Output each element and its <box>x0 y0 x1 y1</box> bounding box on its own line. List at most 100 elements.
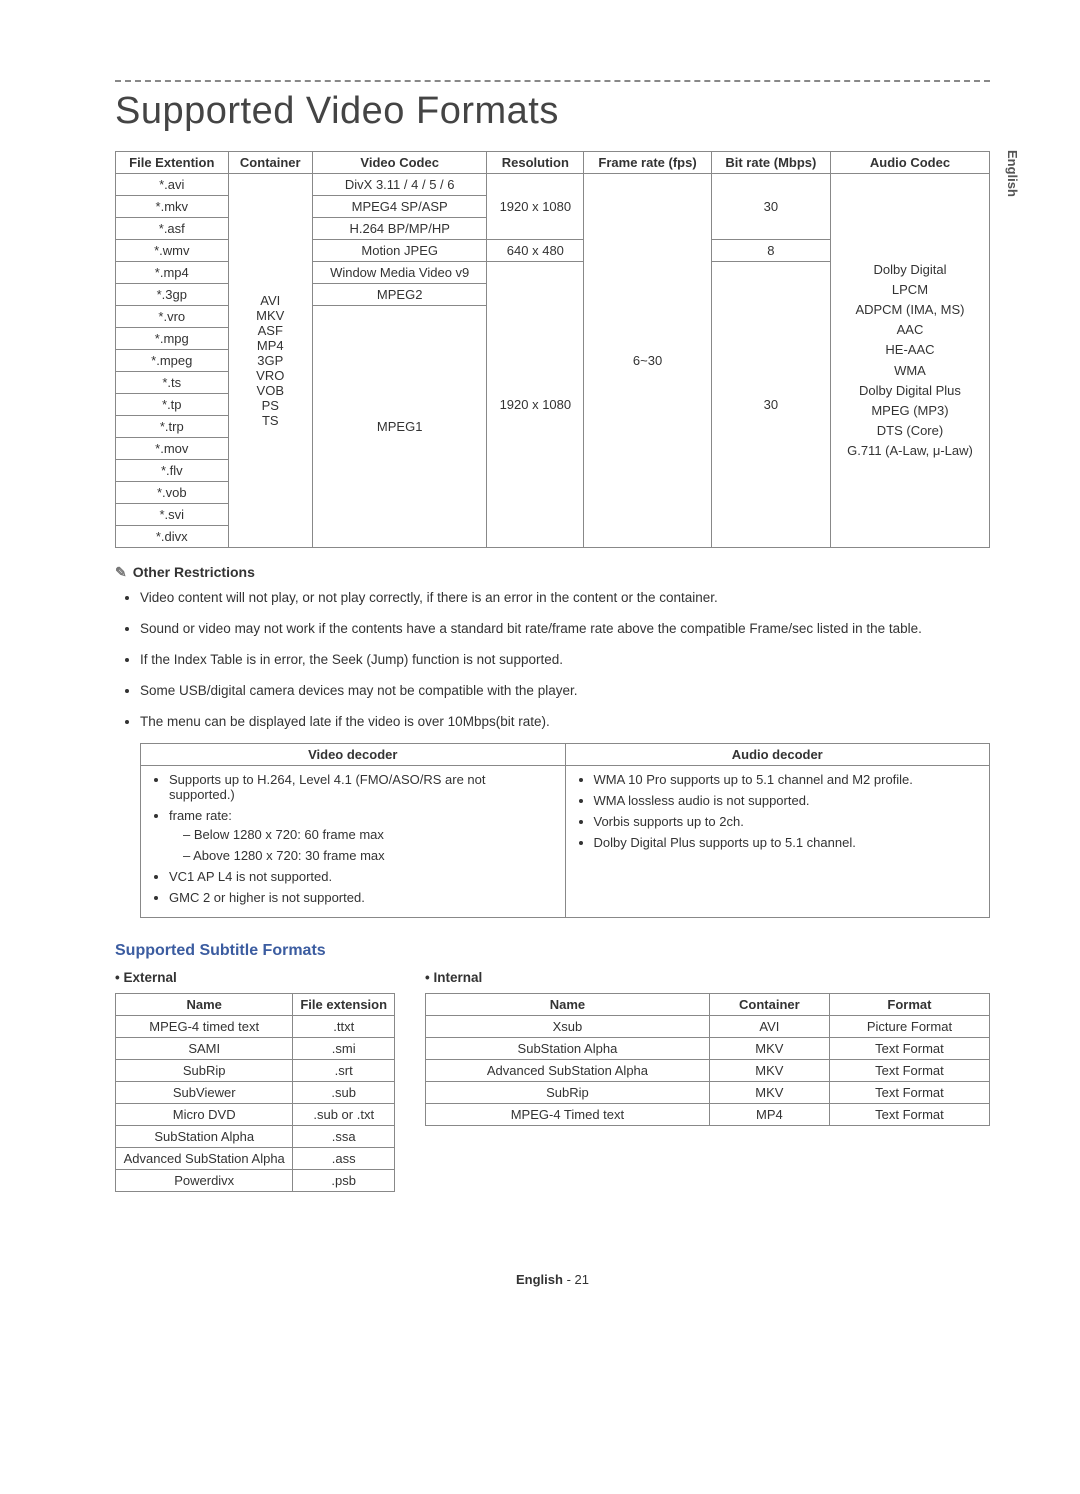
resolution-cell: 1920 x 1080 <box>487 174 584 240</box>
bitrate-cell: 30 <box>711 174 830 240</box>
table-row: SubRip.srt <box>116 1060 395 1082</box>
table-row: XsubAVIPicture Format <box>426 1016 990 1038</box>
external-table: Name File extension MPEG-4 timed text.tt… <box>115 993 395 1192</box>
cell: AVI <box>709 1016 829 1038</box>
page-number: English - 21 <box>115 1272 990 1287</box>
cell: SubRip <box>116 1060 293 1082</box>
fps-cell: 6~30 <box>584 174 711 548</box>
table-row: Powerdivx.psb <box>116 1170 395 1192</box>
list-item: Vorbis supports up to 2ch. <box>594 814 980 829</box>
cell: MP4 <box>709 1104 829 1126</box>
cell: SubViewer <box>116 1082 293 1104</box>
th-video-decoder: Video decoder <box>141 744 566 766</box>
audio-decoder-cell: WMA 10 Pro supports up to 5.1 channel an… <box>565 766 990 918</box>
subtitle-formats-heading: Supported Subtitle Formats <box>115 942 990 960</box>
ext-cell: *.wmv <box>116 240 229 262</box>
bitrate-cell: 8 <box>711 240 830 262</box>
list-item: Supports up to H.264, Level 4.1 (FMO/ASO… <box>169 772 555 802</box>
cell: MKV <box>709 1038 829 1060</box>
internal-table: Name Container Format XsubAVIPicture For… <box>425 993 990 1126</box>
table-header-row: File Extention Container Video Codec Res… <box>116 152 990 174</box>
cell: MKV <box>709 1060 829 1082</box>
restrictions-list: Video content will not play, or not play… <box>115 589 990 731</box>
table-row: SubStation Alpha.ssa <box>116 1126 395 1148</box>
cell: .ssa <box>293 1126 395 1148</box>
cell: .ass <box>293 1148 395 1170</box>
table-row: MPEG-4 timed text.ttxt <box>116 1016 395 1038</box>
ext-cell: *.mp4 <box>116 262 229 284</box>
table-row: *.avi AVIMKVASFMP43GPVROVOBPSTS DivX 3.1… <box>116 174 990 196</box>
ext-cell: *.trp <box>116 416 229 438</box>
ext-cell: *.mkv <box>116 196 229 218</box>
note-icon: ✎ <box>115 564 127 580</box>
cell: MPEG-4 Timed text <box>426 1104 710 1126</box>
list-item: Below 1280 x 720: 60 frame max <box>183 827 555 842</box>
restrictions-header-text: Other Restrictions <box>133 564 255 580</box>
codec-cell: H.264 BP/MP/HP <box>312 218 486 240</box>
list-item: VC1 AP L4 is not supported. <box>169 869 555 884</box>
external-label: External <box>115 970 395 985</box>
list-item: Dolby Digital Plus supports up to 5.1 ch… <box>594 835 980 850</box>
cell: Advanced SubStation Alpha <box>426 1060 710 1082</box>
cell: SubStation Alpha <box>116 1126 293 1148</box>
list-item: WMA lossless audio is not supported. <box>594 793 980 808</box>
list-item: Some USB/digital camera devices may not … <box>140 682 990 701</box>
ext-cell: *.vro <box>116 306 229 328</box>
cell: SubStation Alpha <box>426 1038 710 1060</box>
top-rule <box>115 80 990 82</box>
formats-table: File Extention Container Video Codec Res… <box>115 151 990 548</box>
resolution-cell: 640 x 480 <box>487 240 584 262</box>
list-item: WMA 10 Pro supports up to 5.1 channel an… <box>594 772 980 787</box>
ext-cell: *.3gp <box>116 284 229 306</box>
cell: .psb <box>293 1170 395 1192</box>
table-row: MPEG-4 Timed textMP4Text Format <box>426 1104 990 1126</box>
cell: Text Format <box>829 1060 989 1082</box>
container-cell: AVIMKVASFMP43GPVROVOBPSTS <box>228 174 312 548</box>
table-row: Advanced SubStation AlphaMKVText Format <box>426 1060 990 1082</box>
decoder-table: Video decoder Audio decoder Supports up … <box>140 743 990 918</box>
cell: Text Format <box>829 1082 989 1104</box>
cell: .sub or .txt <box>293 1104 395 1126</box>
cell: Micro DVD <box>116 1104 293 1126</box>
cell: .ttxt <box>293 1016 395 1038</box>
ext-cell: *.divx <box>116 526 229 548</box>
th-container: Container <box>709 994 829 1016</box>
list-item: Video content will not play, or not play… <box>140 589 990 608</box>
language-tab: English <box>1005 150 1020 197</box>
cell: MKV <box>709 1082 829 1104</box>
table-row: SAMI.smi <box>116 1038 395 1060</box>
external-column: External Name File extension MPEG-4 time… <box>115 970 395 1192</box>
cell: Picture Format <box>829 1016 989 1038</box>
video-decoder-cell: Supports up to H.264, Level 4.1 (FMO/ASO… <box>141 766 566 918</box>
cell: .sub <box>293 1082 395 1104</box>
ext-cell: *.mpg <box>116 328 229 350</box>
codec-cell: DivX 3.11 / 4 / 5 / 6 <box>312 174 486 196</box>
list-item: The menu can be displayed late if the vi… <box>140 713 990 732</box>
ext-cell: *.mov <box>116 438 229 460</box>
ext-cell: *.avi <box>116 174 229 196</box>
cell: Text Format <box>829 1038 989 1060</box>
table-row: Advanced SubStation Alpha.ass <box>116 1148 395 1170</box>
ext-cell: *.flv <box>116 460 229 482</box>
page-title: Supported Video Formats <box>115 90 990 133</box>
th-audio-codec: Audio Codec <box>830 152 989 174</box>
list-item: Above 1280 x 720: 30 frame max <box>183 848 555 863</box>
table-row: SubViewer.sub <box>116 1082 395 1104</box>
th-name: Name <box>116 994 293 1016</box>
th-audio-decoder: Audio decoder <box>565 744 990 766</box>
codec-cell: Window Media Video v9 <box>312 262 486 284</box>
cell: Powerdivx <box>116 1170 293 1192</box>
table-row: Micro DVD.sub or .txt <box>116 1104 395 1126</box>
table-header-row: Video decoder Audio decoder <box>141 744 990 766</box>
page-number-lang: English <box>516 1272 563 1287</box>
restrictions-header: ✎ Other Restrictions <box>115 564 990 581</box>
table-row: Supports up to H.264, Level 4.1 (FMO/ASO… <box>141 766 990 918</box>
ext-cell: *.tp <box>116 394 229 416</box>
table-row: SubRipMKVText Format <box>426 1082 990 1104</box>
codec-cell: Motion JPEG <box>312 240 486 262</box>
cell: SubRip <box>426 1082 710 1104</box>
page-number-no: - 21 <box>567 1272 589 1287</box>
ext-cell: *.mpeg <box>116 350 229 372</box>
page-container: English Supported Video Formats File Ext… <box>0 0 1080 1347</box>
th-file-extension: File extension <box>293 994 395 1016</box>
